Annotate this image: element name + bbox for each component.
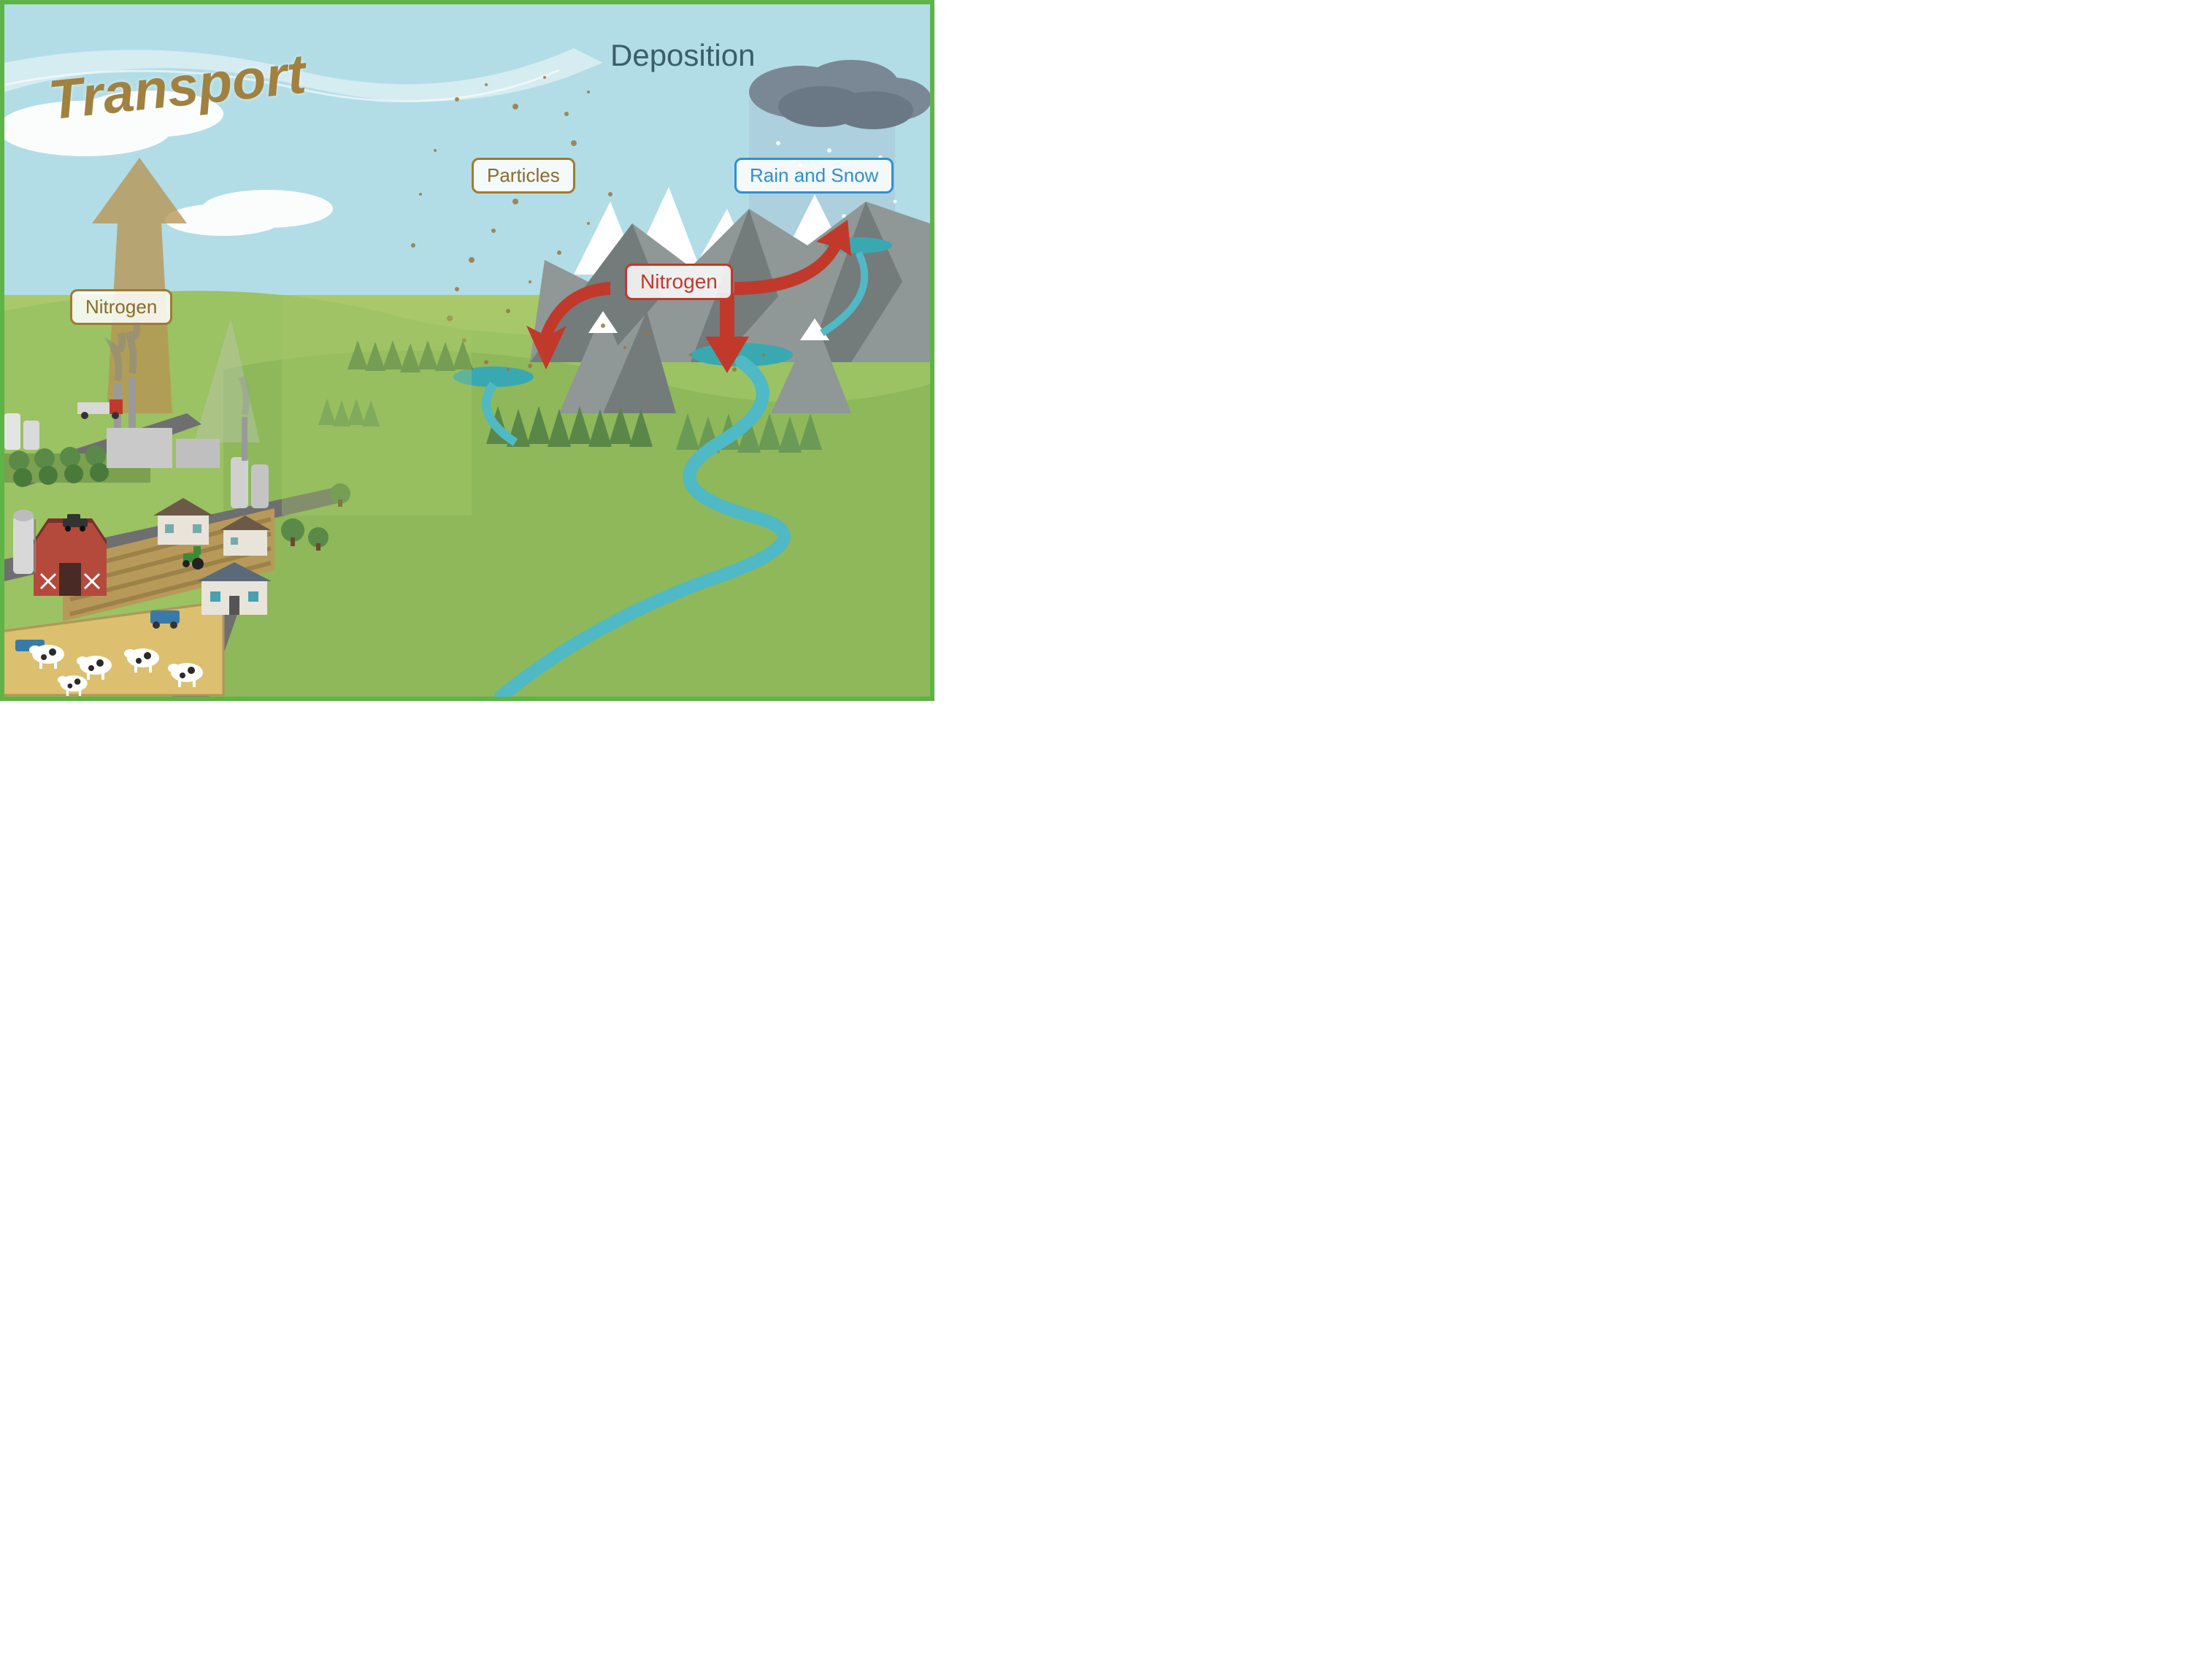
label-nitrogen-source: Nitrogen [70,289,172,325]
silo [13,510,35,574]
label-rain-snow: Rain and Snow [734,158,894,194]
label-nitrogen-deposition: Nitrogen [625,264,733,300]
diagram-canvas: Transport Deposition Nitrogen Particles … [0,0,934,701]
title-deposition: Deposition [610,38,755,73]
label-particles: Particles [472,158,575,194]
